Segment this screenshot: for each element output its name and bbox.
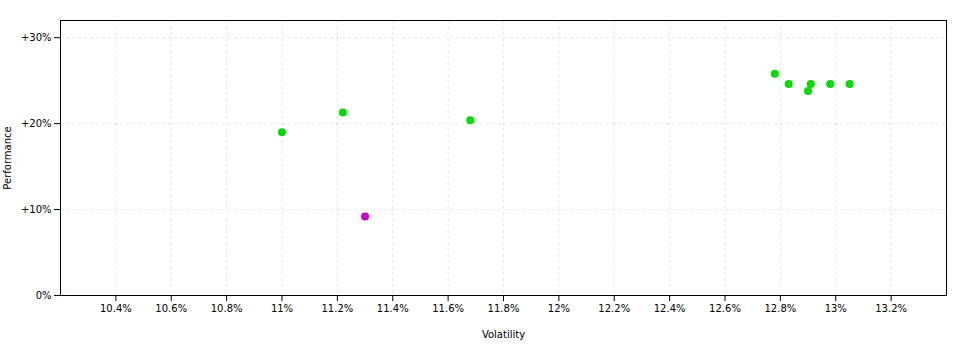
svg-text:+10%: +10% [21,204,52,215]
svg-text:10.8%: 10.8% [211,303,243,314]
svg-text:0%: 0% [36,290,52,301]
svg-text:11.8%: 11.8% [488,303,520,314]
svg-text:+30%: +30% [21,32,52,43]
svg-text:13%: 13% [825,303,847,314]
svg-text:+20%: +20% [21,118,52,129]
svg-text:10.6%: 10.6% [155,303,187,314]
svg-text:11.2%: 11.2% [321,303,353,314]
svg-text:13.2%: 13.2% [875,303,907,314]
svg-text:12.2%: 12.2% [598,303,630,314]
svg-text:Volatility: Volatility [482,329,525,340]
svg-text:10.4%: 10.4% [100,303,132,314]
svg-text:12.6%: 12.6% [709,303,741,314]
svg-text:11.6%: 11.6% [432,303,464,314]
svg-text:11%: 11% [271,303,293,314]
svg-text:12.4%: 12.4% [654,303,686,314]
svg-text:Performance: Performance [2,126,13,189]
svg-text:11.4%: 11.4% [377,303,409,314]
svg-text:12%: 12% [548,303,570,314]
svg-text:12.8%: 12.8% [764,303,796,314]
